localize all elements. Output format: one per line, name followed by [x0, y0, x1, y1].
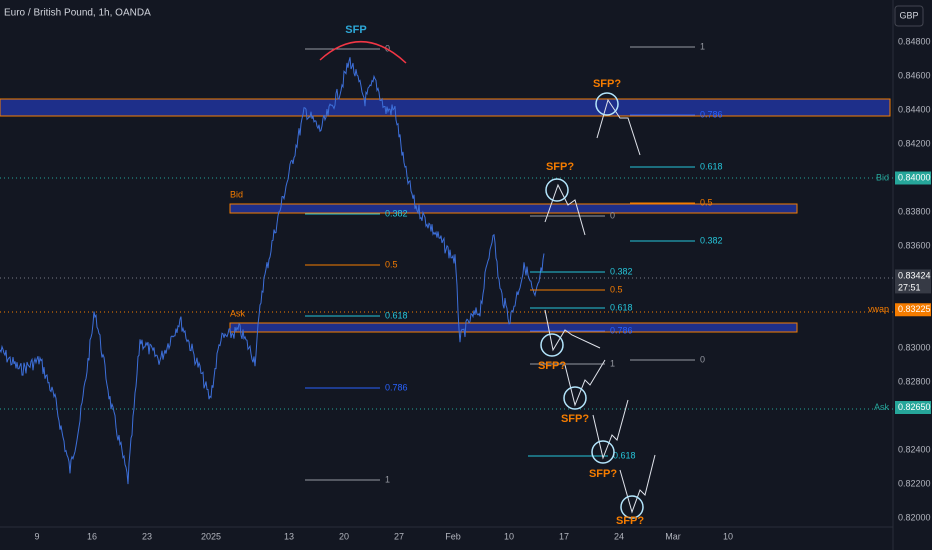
- price-label: 0.83800: [898, 206, 931, 216]
- zigzag: [592, 399, 629, 460]
- fib-label: 0.382: [385, 208, 408, 218]
- price-label: 0.82000: [898, 512, 931, 522]
- sfp-circle: [591, 440, 615, 464]
- fib-label: 0.618: [610, 302, 633, 312]
- countdown: 27:51: [898, 282, 921, 292]
- time-label: 27: [394, 531, 404, 541]
- zone: [229, 322, 798, 333]
- zone: [0, 98, 891, 117]
- fib-label: 0: [700, 354, 705, 364]
- price-label: 0.83600: [898, 240, 931, 250]
- currency-button[interactable]: [894, 5, 924, 27]
- sfp-q-label: SFP?: [561, 413, 589, 425]
- sfp-circle: [620, 495, 644, 519]
- time-label: 23: [142, 531, 152, 541]
- fib-label: 0.618: [385, 310, 408, 320]
- time-label: 20: [339, 531, 349, 541]
- time-label: Feb: [445, 531, 461, 541]
- fib-label: 0.786: [610, 325, 633, 335]
- price-label: 0.84000: [898, 172, 931, 182]
- tag-name: vwap: [868, 304, 889, 314]
- time-label: 9: [34, 531, 39, 541]
- price-label: 0.84600: [898, 70, 931, 80]
- sfp-label: SFP: [345, 24, 366, 36]
- fib-label: 0.786: [385, 382, 408, 392]
- fib-label: 1: [610, 358, 615, 368]
- price-label: 0.84400: [898, 104, 931, 114]
- drawings: 0 0.382 0.5 0.618 0.786 1 1 0.786 0.618 0.5 0.382 0…: [305, 41, 723, 527]
- fib-label: 1: [700, 41, 705, 51]
- fib-label: 0.5: [385, 259, 398, 269]
- time-label: 13: [284, 531, 294, 541]
- zone-label: Bid: [230, 189, 243, 199]
- symbol-title: Euro / British Pound, 1h, OANDA: [4, 8, 151, 19]
- fib-label: 0: [610, 210, 615, 220]
- zigzag: [619, 454, 656, 514]
- fib-label: 1: [385, 474, 390, 484]
- time-label: 17: [559, 531, 569, 541]
- tag-name: Bid: [876, 172, 889, 182]
- fib-label: 0.382: [610, 266, 633, 276]
- zone: [229, 203, 798, 214]
- price-label: 0.82800: [898, 376, 931, 386]
- fib-label: 0.382: [700, 235, 723, 245]
- sfp-q-label: SFP?: [616, 515, 644, 527]
- zigzag: [596, 98, 641, 156]
- time-label: Mar: [665, 531, 681, 541]
- price-series: [0, 57, 545, 485]
- fib-label: 0.618: [613, 450, 636, 460]
- price-axis: 0.84800 0.84600 0.84400 0.84200 Bid 0.84000 0.…: [34, 36, 931, 541]
- time-label: 10: [504, 531, 514, 541]
- zigzag: [544, 183, 586, 236]
- sfp-circle: [595, 92, 619, 116]
- fib-label: 0.5: [700, 197, 713, 207]
- sfp-circle: [545, 178, 569, 202]
- time-label: 10: [723, 531, 733, 541]
- time-label: 24: [614, 531, 624, 541]
- sfp-q-label: SFP?: [538, 360, 566, 372]
- price-label: 0.82650: [898, 402, 931, 412]
- zigzag: [544, 309, 601, 352]
- currency-label[interactable]: GBP: [899, 10, 918, 20]
- sfp-q-label: SFP?: [546, 161, 574, 173]
- price-line: [0, 57, 545, 485]
- price-label: 0.84200: [898, 138, 931, 148]
- fib-label: 0.5: [610, 284, 623, 294]
- time-label: 16: [87, 531, 97, 541]
- price-label: 0.82200: [898, 478, 931, 488]
- price-label: 0.84800: [898, 36, 931, 46]
- sfp-arc: [319, 41, 407, 64]
- zone-label: Ask: [230, 308, 246, 318]
- price-tag: [895, 171, 931, 185]
- price-label: 0.82400: [898, 444, 931, 454]
- fib-label: 0.786: [700, 109, 723, 119]
- sfp-q-label: SFP?: [593, 78, 621, 90]
- sfp-q-label: SFP?: [589, 468, 617, 480]
- zigzag: [564, 359, 606, 407]
- price-tag: [895, 303, 931, 317]
- fib-label: 0.618: [700, 161, 723, 171]
- price-label: 0.83000: [898, 342, 931, 352]
- price-tag: [895, 269, 931, 294]
- price-label: 0.83424: [898, 270, 931, 280]
- time-label: 2025: [201, 531, 221, 541]
- tag-name: Ask: [874, 402, 890, 412]
- sfp-circle: [540, 333, 564, 357]
- price-label: 0.83225: [898, 304, 931, 314]
- price-tag: [895, 401, 931, 414]
- sfp-circle: [563, 386, 587, 410]
